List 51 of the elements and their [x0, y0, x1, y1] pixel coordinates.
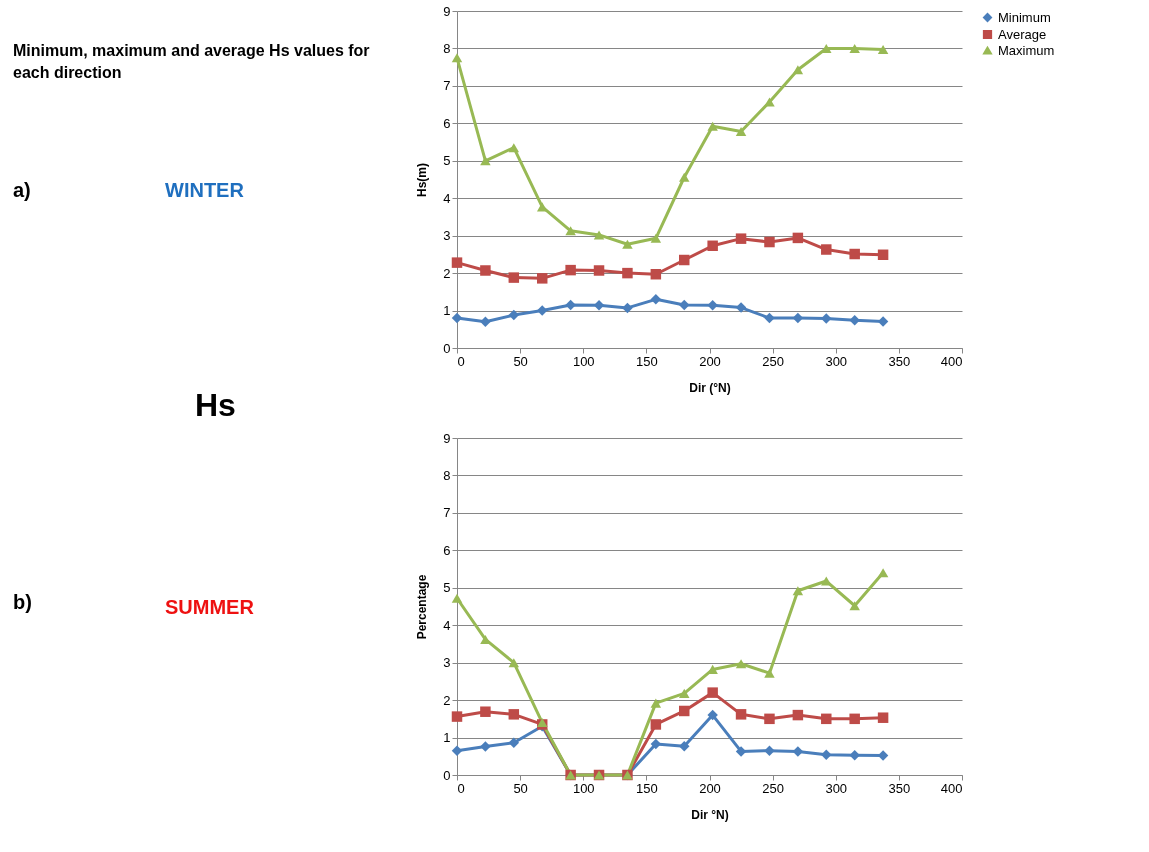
x-tick-label: 300 [825, 780, 848, 796]
y-tick-label: 0 [443, 767, 451, 783]
y-tick-label: 9 [443, 3, 451, 19]
x-tick-label: 50 [513, 353, 528, 369]
y-axis-title: Hs(m) [415, 162, 430, 198]
x-tick-label: 100 [572, 353, 595, 369]
y-tick-label: 1 [443, 303, 451, 319]
x-axis-title: Dir (°N) [689, 380, 731, 395]
text: b) [13, 591, 32, 613]
y-axis-title: Percentage [415, 574, 430, 640]
y-tick-label: 7 [443, 78, 451, 94]
x-axis-title: Dir °N) [691, 807, 729, 822]
text: Hs [195, 387, 236, 423]
y-tick-label: 8 [443, 467, 451, 483]
y-tick-label: 4 [443, 190, 451, 206]
text: a) [13, 179, 31, 201]
x-tick-label: 250 [762, 780, 784, 796]
text: SUMMER [165, 596, 255, 618]
x-tick-label: 400 [940, 353, 963, 369]
x-tick-label: 300 [825, 353, 848, 369]
y-tick-label: 9 [443, 430, 451, 446]
x-tick-label: 200 [699, 780, 721, 796]
x-tick-label: 0 [457, 780, 465, 796]
y-tick-label: 3 [443, 228, 451, 244]
x-tick-label: 200 [699, 353, 721, 369]
x-tick-label: 50 [513, 780, 528, 796]
y-tick-label: 6 [443, 542, 451, 558]
y-tick-label: 5 [443, 153, 451, 169]
text: Minimum, maximum and average Hs values for each direction [13, 42, 370, 82]
y-tick-label: 0 [443, 340, 451, 356]
x-tick-label: 350 [888, 780, 911, 796]
legend-label: Minimum [998, 9, 1051, 25]
x-tick-label: 150 [636, 780, 658, 796]
y-tick-label: 2 [443, 692, 451, 708]
y-tick-label: 1 [443, 730, 451, 746]
y-tick-label: 2 [443, 265, 451, 281]
x-tick-label: 150 [636, 353, 658, 369]
y-tick-label: 3 [443, 655, 451, 671]
x-tick-label: 250 [762, 353, 784, 369]
text: WINTER [165, 179, 245, 201]
legend-label: Average [998, 26, 1047, 42]
y-tick-label: 7 [443, 505, 451, 521]
legend-label: Maximum [998, 42, 1055, 58]
x-tick-label: 100 [572, 780, 595, 796]
y-tick-label: 8 [443, 40, 451, 56]
y-tick-label: 4 [443, 617, 451, 633]
x-tick-label: 0 [457, 353, 465, 369]
y-tick-label: 6 [443, 115, 451, 131]
x-tick-label: 400 [940, 780, 963, 796]
x-tick-label: 350 [888, 353, 911, 369]
y-tick-label: 5 [443, 580, 451, 596]
